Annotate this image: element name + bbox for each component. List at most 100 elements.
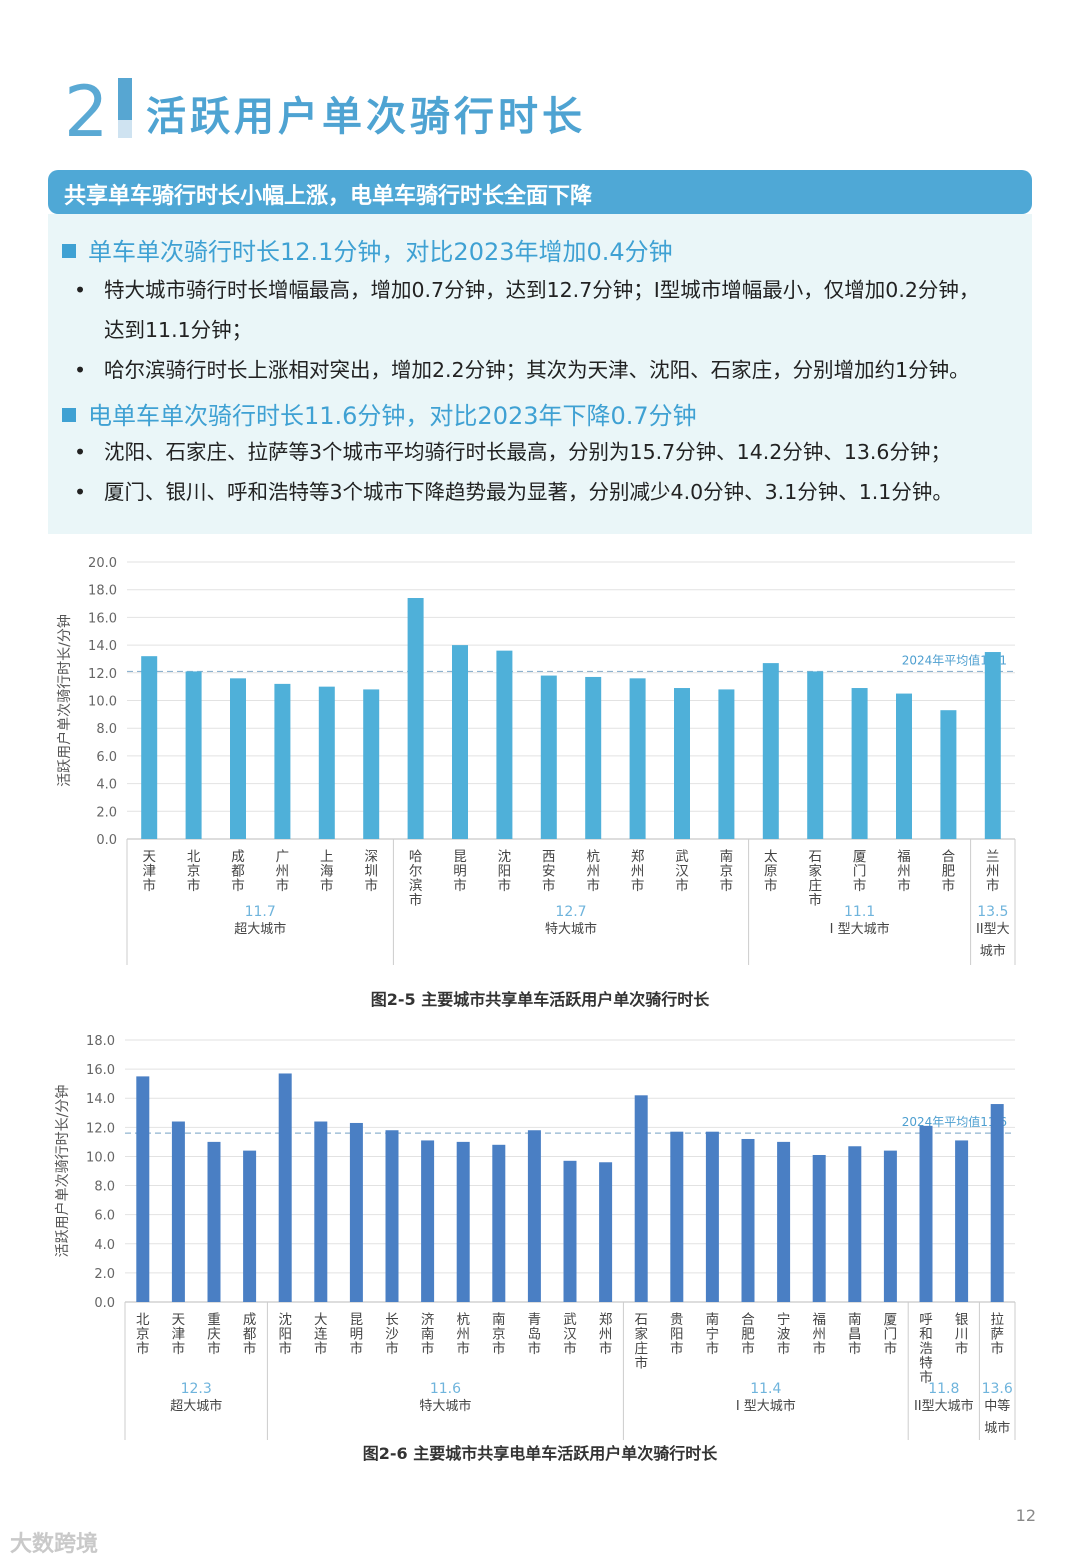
bike-bullet-2: • 哈尔滨骑行时长上涨相对突出，增加2.2分钟；其次为天津、沈阳、石家庄，分别增加… [74,350,970,390]
bar [136,1076,150,1302]
bar [185,671,202,839]
bar [274,683,291,839]
summary-banner: 共享单车骑行时长小幅上涨，电单车骑行时长全面下降 [48,170,1032,214]
y-tick-label: 6.0 [96,750,117,765]
x-category-label: 合肥市 [741,1312,755,1357]
bar [599,1162,613,1302]
x-category-label: 上海市 [320,849,334,894]
y-tick-label: 8.0 [94,1180,115,1195]
bike-bullet-1: • 特大城市骑行时长增幅最高，增加0.7分钟，达到12.7分钟；I型城市增幅最小，… [74,270,979,310]
y-tick-label: 14.0 [86,1092,115,1107]
bullet-dot-icon: • [74,480,87,504]
y-tick-label: 12.0 [86,1121,115,1136]
x-category-label: 重庆市 [207,1312,221,1357]
bar [670,1131,684,1302]
x-category-label: 太原市 [764,849,778,894]
x-category-label: 深圳市 [364,849,378,894]
x-category-label: 兰州市 [986,849,1000,894]
group-name: II型大城市 [976,922,1010,959]
x-category-label: 石家庄市 [634,1312,648,1372]
bar [807,671,824,839]
y-tick-label: 4.0 [96,778,117,793]
bar [634,1095,648,1302]
bar [456,1141,470,1302]
x-category-label: 石家庄市 [808,849,822,909]
bullet-text: 沈阳、石家庄、拉萨等3个城市平均骑行时长最高，分别为15.7分钟、14.2分钟、… [104,440,951,464]
x-category-label: 哈尔滨市 [409,849,423,909]
section-number: 2 [64,71,109,153]
y-tick-label: 8.0 [96,722,117,737]
bar [940,710,957,839]
y-tick-label: 14.0 [88,639,117,654]
x-category-label: 天津市 [142,849,156,894]
x-category-label: 昆明市 [453,849,467,894]
y-tick-label: 2.0 [96,805,117,820]
x-category-label: 武汉市 [563,1312,577,1357]
bar [492,1144,506,1302]
x-category-label: 沈阳市 [278,1312,292,1357]
group-name: I 型大城市 [736,1398,796,1414]
bar [883,1150,897,1302]
bar [741,1138,755,1302]
group-average: 12.3 [181,1381,212,1397]
x-category-label: 广州市 [276,849,290,894]
bike-heading-text: 单车单次骑行时长12.1分钟，对比2023年增加0.4分钟 [88,238,673,266]
bar [629,678,646,839]
bar [171,1121,185,1302]
group-name: 超大城市 [234,921,286,937]
y-tick-label: 4.0 [94,1238,115,1253]
bar [990,1104,1004,1302]
x-category-label: 长沙市 [385,1312,399,1357]
bar [314,1121,328,1302]
bar [141,656,158,839]
findings-box: 单车单次骑行时长12.1分钟，对比2023年增加0.4分钟 • 特大城市骑行时长增… [48,214,1032,534]
banner-text: 共享单车骑行时长小幅上涨，电单车骑行时长全面下降 [64,184,593,209]
bar [955,1140,969,1302]
bar [705,1131,719,1302]
y-tick-label: 12.0 [88,667,117,682]
group-average: 11.4 [750,1381,781,1397]
group-name: I 型大城市 [830,921,890,937]
bar [848,1146,862,1302]
x-category-label: 厦门市 [853,849,867,894]
bullet-text: 厦门、银川、呼和浩特等3个城市下降趋势最为显著，分别减少4.0分钟、3.1分钟、… [104,480,953,504]
ebike-heading-text: 电单车单次骑行时长11.6分钟，对比2023年下降0.7分钟 [88,402,697,430]
group-average: 11.6 [430,1381,461,1397]
bar [452,645,468,839]
bar [527,1130,541,1302]
chart-caption-ebike: 图2-6 主要城市共享电单车活跃用户单次骑行时长 [362,1444,718,1463]
ebike-heading: 电单车单次骑行时长11.6分钟，对比2023年下降0.7分钟 [62,396,697,431]
bar [777,1141,791,1302]
bar [243,1150,257,1302]
y-tick-label: 16.0 [86,1063,115,1078]
bar [385,1130,399,1302]
x-category-label: 成都市 [243,1312,257,1357]
y-tick-label: 0.0 [96,833,117,848]
x-category-label: 杭州市 [586,849,600,894]
bike-bullet-1-cont: 达到11.1分钟； [104,310,252,350]
y-tick-label: 2.0 [94,1267,115,1282]
group-name: 超大城市 [170,1398,222,1414]
bar [919,1125,933,1302]
x-category-label: 天津市 [172,1312,186,1357]
bar [812,1154,826,1302]
x-category-label: 拉萨市 [990,1312,1004,1357]
bullet-text: 特大城市骑行时长增幅最高，增加0.7分钟，达到12.7分钟；I型城市增幅最小，仅… [104,278,980,302]
y-tick-label: 6.0 [94,1209,115,1224]
bar [349,1122,363,1302]
y-axis-label: 活跃用户单次骑行时长/分钟 [54,1085,71,1258]
bullet-dot-icon: • [74,358,87,382]
bar [718,689,735,839]
x-category-label: 青岛市 [528,1312,542,1357]
x-category-label: 北京市 [187,849,201,894]
y-tick-label: 10.0 [88,695,117,710]
x-category-label: 福州市 [812,1312,826,1357]
x-category-label: 南京市 [492,1312,506,1357]
ebike-duration-chart: 0.0 2.0 4.0 6.0 8.0 10.0 12.0 14.0 16.0 18.0 活跃用户单… [54,1034,1016,1440]
group-average: 12.7 [555,904,586,920]
group-average: 11.8 [928,1381,959,1397]
x-category-label: 南宁市 [706,1312,720,1357]
average-label: 2024年平均值11.6 [902,1114,1007,1129]
y-tick-label: 0.0 [94,1296,115,1311]
x-category-label: 大连市 [314,1312,328,1357]
